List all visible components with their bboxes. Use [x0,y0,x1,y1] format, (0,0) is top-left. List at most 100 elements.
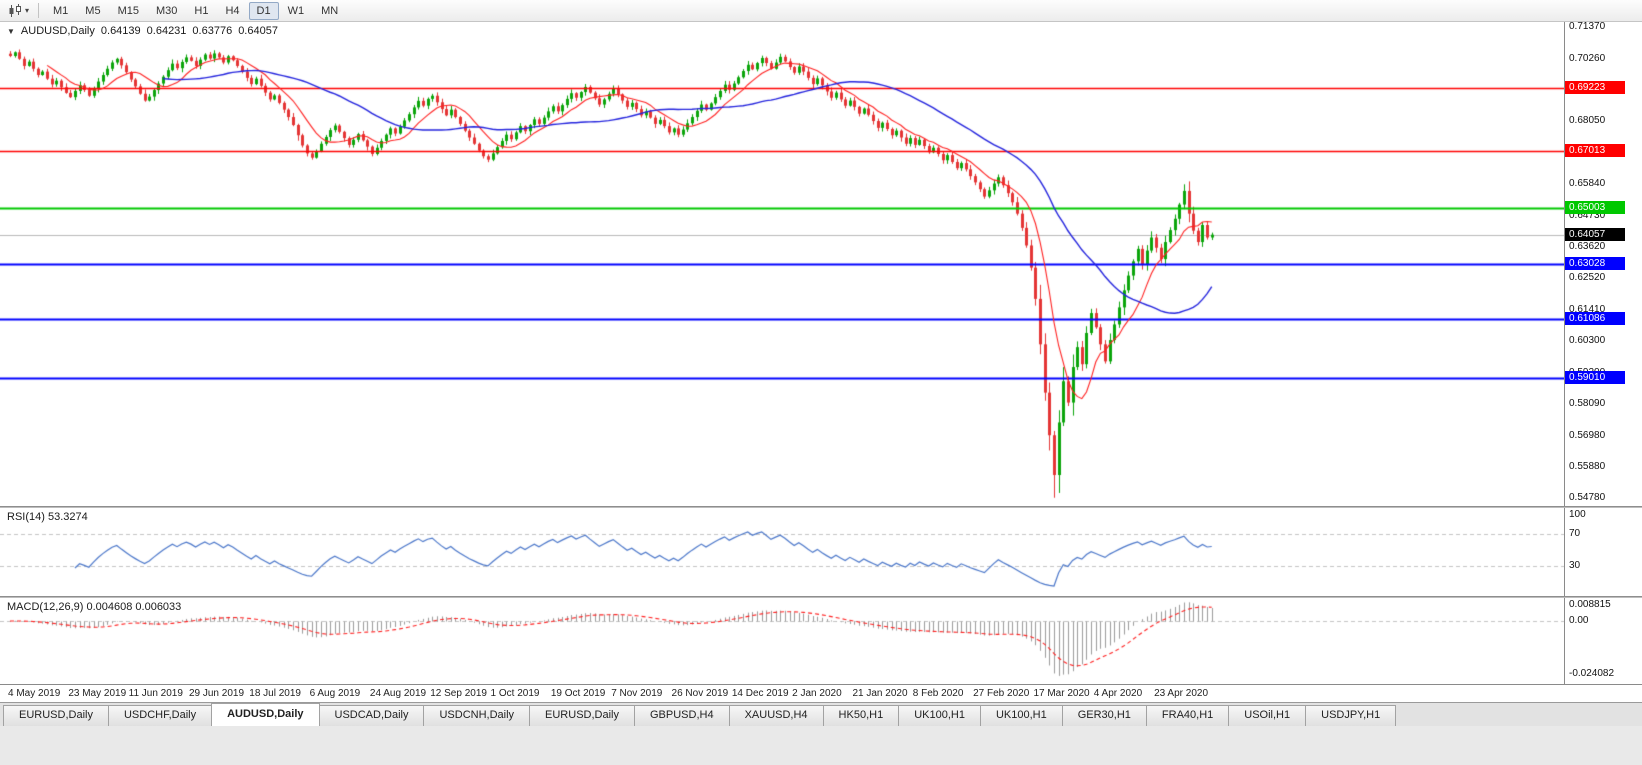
date-axis-label: 29 Jun 2019 [188,688,245,699]
price-level-label: 0.63028 [1565,256,1625,270]
macd-axis-label: 0.00 [1569,615,1589,626]
date-axis-label: 7 Nov 2019 [611,688,663,699]
macd-axis-label: -0.024082 [1569,667,1615,679]
tab-uk100-h1[interactable]: UK100,H1 [898,705,981,726]
date-axis-label: 26 Nov 2019 [671,688,729,699]
symbol-timeframe-label: AUDUSD,Daily [20,25,95,37]
timeframe-buttons: M1 M5 M15 M30 H1 H4 D1 W1 MN [45,1,346,20]
time-axis[interactable]: 4 May 2019 23 May 2019 11 Jun 2019 29 Jun 2… [0,684,1642,702]
rsi-label: RSI(14) 53.3274 [7,511,88,523]
macd-label: MACD(12,26,9) 0.004608 0.006033 [7,601,181,613]
tab-uk100-h1[interactable]: UK100,H1 [979,705,1063,726]
rsi-axis-label: 70 [1569,528,1581,539]
tab-usoil-h1[interactable]: USOil,H1 [1228,705,1307,726]
timeframe-m1[interactable]: M1 [53,4,69,17]
tab-gbpusd-h4[interactable]: GBPUSD,H4 [634,705,730,726]
rsi-axis-label: 30 [1569,560,1581,571]
date-axis-label: 1 Oct 2019 [490,688,540,699]
date-axis-label: 27 Feb 2020 [973,688,1030,699]
open-value: 0.64139 [100,25,141,37]
price-axis-label: 0.56980 [1569,429,1606,441]
price-axis-label: 0.62520 [1569,272,1606,284]
date-axis-label: 17 Mar 2020 [1033,688,1090,699]
tab-usdchf-daily[interactable]: USDCHF,Daily [107,705,213,726]
rsi-canvas[interactable] [0,508,1564,596]
price-axis-label: 0.71370 [1569,22,1606,32]
high-value: 0.64231 [146,25,187,37]
date-axis-label: 2 Jan 2020 [792,688,842,699]
price-axis-label: 0.54780 [1569,492,1606,504]
tab-eurusd-daily[interactable]: EURUSD,Daily [529,705,635,726]
pane-splitter[interactable] [0,506,1642,508]
timeframe-h1[interactable]: H1 [194,4,209,17]
date-axis-label: 12 Sep 2019 [430,688,487,699]
tab-ger30-h1[interactable]: GER30,H1 [1061,705,1147,726]
macd-canvas[interactable] [0,598,1564,684]
price-axis-label: 0.55880 [1569,461,1606,473]
date-axis-label: 18 Jul 2019 [249,688,301,699]
tab-eurusd-daily[interactable]: EURUSD,Daily [3,705,109,726]
pane-splitter[interactable] [0,596,1642,598]
close-value: 0.64057 [238,25,278,37]
chart-window: ▼ AUDUSD,Daily 0.64139 0.64231 0.63776 0… [0,22,1642,702]
chart-tabs-bar: EURUSD,Daily USDCHF,Daily AUDUSD,Daily USDC… [0,702,1642,726]
price-axis-label: 0.60300 [1569,335,1606,347]
rsi-axis-label: 100 [1569,509,1586,520]
tab-usdcad-daily[interactable]: USDCAD,Daily [318,705,425,726]
price-level-label: 0.65003 [1565,200,1625,214]
macd-axis[interactable]: 0.008815 0.00 -0.024082 [1564,598,1642,684]
timeframe-w1[interactable]: W1 [287,4,305,17]
collapse-arrow-icon[interactable]: ▼ [7,26,15,36]
date-axis-label: 23 Apr 2020 [1154,688,1209,699]
macd-pane: MACD(12,26,9) 0.004608 0.006033 0.008815… [0,598,1642,684]
date-axis-label: 19 Oct 2019 [550,688,606,699]
timeframe-m30[interactable]: M30 [155,4,178,17]
price-level-label: 0.67013 [1565,143,1625,157]
price-level-label: 0.59010 [1565,371,1625,385]
date-axis-label: 6 Aug 2019 [309,688,361,699]
low-value: 0.63776 [192,25,233,37]
chart-title: ▼ AUDUSD,Daily 0.64139 0.64231 0.63776 0… [7,25,278,37]
price-axis-label: 0.61410 [1569,303,1606,315]
timeframe-m5[interactable]: M5 [85,4,101,17]
date-axis-label: 23 May 2019 [68,688,127,699]
current-price-label: 0.64057 [1565,227,1625,241]
price-axis[interactable]: 0.713700.702600.691600.680500.669400.658… [1564,22,1642,506]
price-axis-label: 0.58090 [1569,398,1606,410]
tab-hk50-h1[interactable]: HK50,H1 [822,705,900,726]
status-area [0,726,1642,765]
timeframe-toolbar: ▾ M1 M5 M15 M30 H1 H4 D1 W1 MN [0,0,1642,22]
price-axis-label: 0.65840 [1569,178,1606,190]
date-axis-label: 24 Aug 2019 [369,688,427,699]
price-axis-label: 0.63620 [1569,241,1606,253]
tab-fra40-h1[interactable]: FRA40,H1 [1145,705,1230,726]
tab-xauusd-h4[interactable]: XAUUSD,H4 [728,705,824,726]
macd-axis-label: 0.008815 [1569,599,1611,610]
tab-usdcnh-daily[interactable]: USDCNH,Daily [423,705,531,726]
price-level-label: 0.61086 [1565,312,1625,326]
date-axis-label: 14 Dec 2019 [731,688,789,699]
macd-value-label: MACD(12,26,9) 0.004608 0.006033 [7,601,182,613]
tab-usdjpy-h1[interactable]: USDJPY,H1 [1305,705,1397,726]
price-axis-label: 0.70260 [1569,52,1606,64]
date-axis-label: 11 Jun 2019 [128,688,183,699]
chevron-down-icon: ▾ [25,5,30,15]
tab-audusd-daily[interactable]: AUDUSD,Daily [211,703,320,726]
price-axis-label: 0.68050 [1569,115,1606,127]
rsi-axis[interactable]: 100 70 30 [1564,508,1642,596]
chart-type-button[interactable]: ▾ [5,3,32,19]
timeframe-mn[interactable]: MN [321,4,339,17]
price-axis-label: 0.64730 [1569,209,1606,221]
date-axis-label: 4 Apr 2020 [1093,688,1143,699]
timeframe-m15[interactable]: M15 [117,4,139,17]
date-axis-label: 8 Feb 2020 [912,688,964,699]
timeframe-d1[interactable]: D1 [248,1,279,20]
rsi-value-label: RSI(14) 53.3274 [7,511,88,523]
date-axis-label: 21 Jan 2020 [852,688,908,699]
timeframe-h4[interactable]: H4 [225,4,240,17]
main-price-pane: ▼ AUDUSD,Daily 0.64139 0.64231 0.63776 0… [0,22,1642,506]
date-axis-label: 4 May 2019 [8,688,61,699]
candlestick-chart-icon [9,3,21,17]
main-chart-canvas[interactable] [0,22,1564,506]
